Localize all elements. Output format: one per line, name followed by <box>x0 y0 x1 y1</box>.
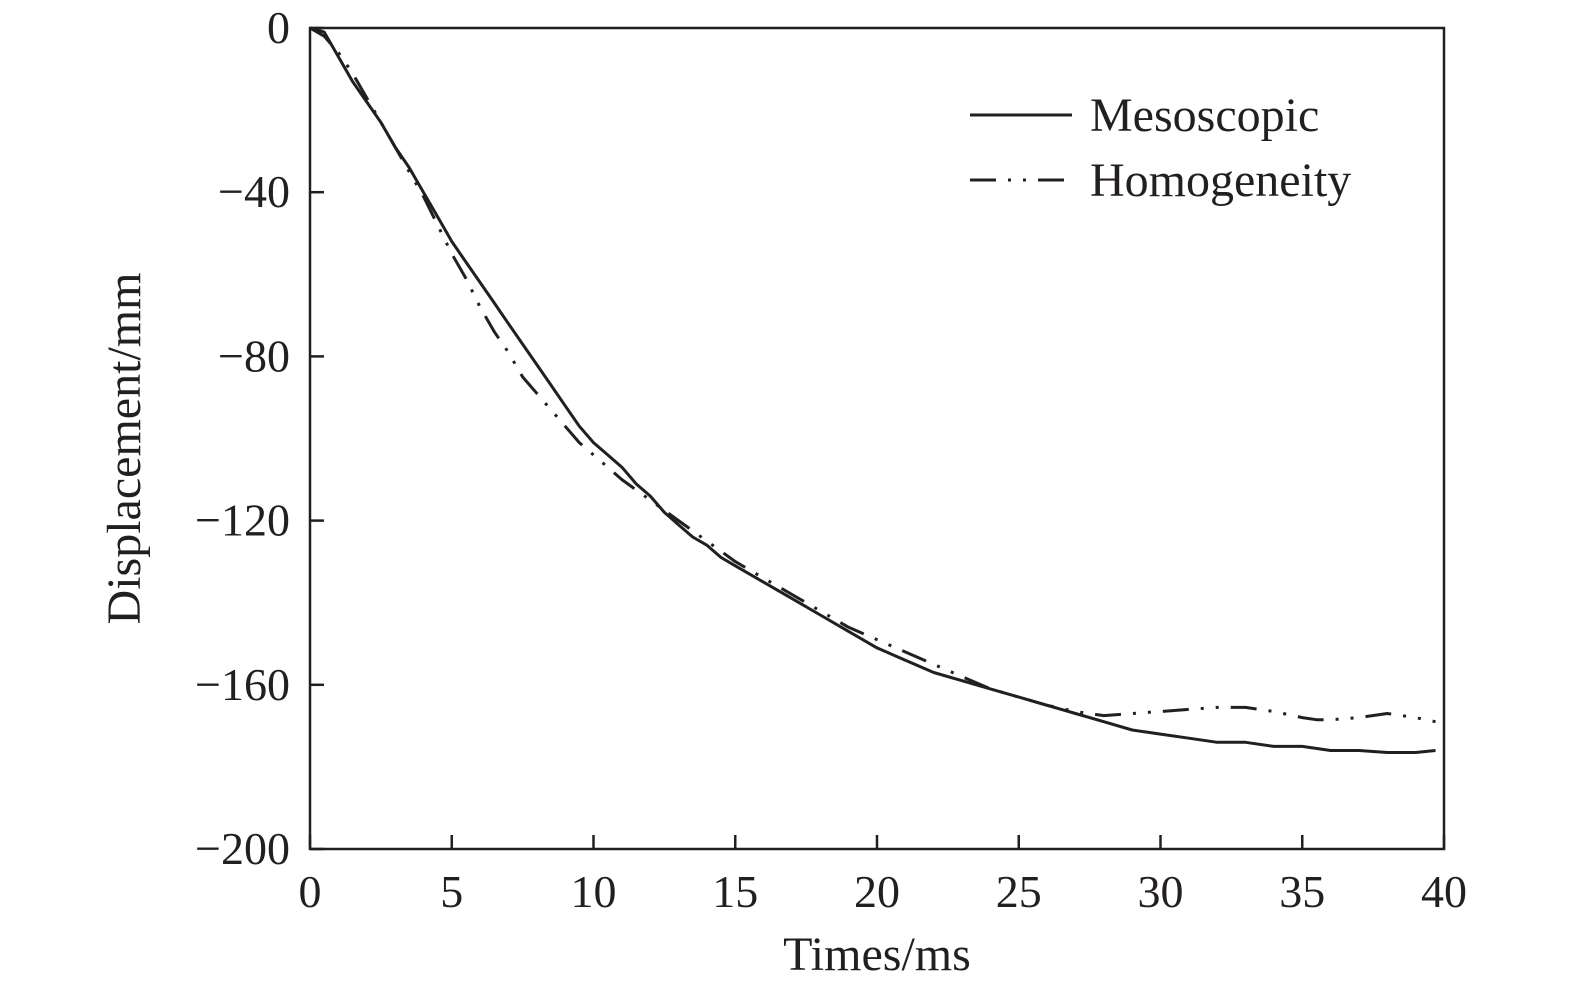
tick-labels: 0 5 10 15 20 25 30 35 40 0 −40 −80 −120 −160 −200 <box>195 2 1467 917</box>
series-line-mesoscopic <box>309 26 1436 754</box>
series-line-homogeneity <box>309 26 1436 724</box>
x-tick-label: 5 <box>440 866 463 917</box>
y-tick-label: −40 <box>218 166 290 217</box>
x-tick-label: 25 <box>996 866 1042 917</box>
x-tick-label: 0 <box>299 866 322 917</box>
plot-frame <box>308 26 1446 851</box>
x-tick-label: 30 <box>1138 866 1184 917</box>
y-axis-title: Displacement/mm <box>98 273 151 625</box>
series-lines <box>309 26 1436 754</box>
y-tick-label: −200 <box>195 823 290 874</box>
y-tick-label: −80 <box>218 330 290 381</box>
legend-label-mesoscopic: Mesoscopic <box>1090 89 1319 142</box>
x-tick-label: 10 <box>571 866 617 917</box>
x-tick-label: 35 <box>1279 866 1325 917</box>
x-tick-label: 40 <box>1421 866 1467 917</box>
legend: Mesoscopic Homogeneity <box>970 89 1351 207</box>
legend-label-homogeneity: Homogeneity <box>1090 154 1351 207</box>
y-tick-label: −120 <box>195 495 290 546</box>
y-tick-label: −160 <box>195 659 290 710</box>
x-tick-label: 15 <box>712 866 758 917</box>
y-tick-label: 0 <box>267 2 290 53</box>
x-axis-title: Times/ms <box>783 928 971 981</box>
x-tick-label: 20 <box>854 866 900 917</box>
